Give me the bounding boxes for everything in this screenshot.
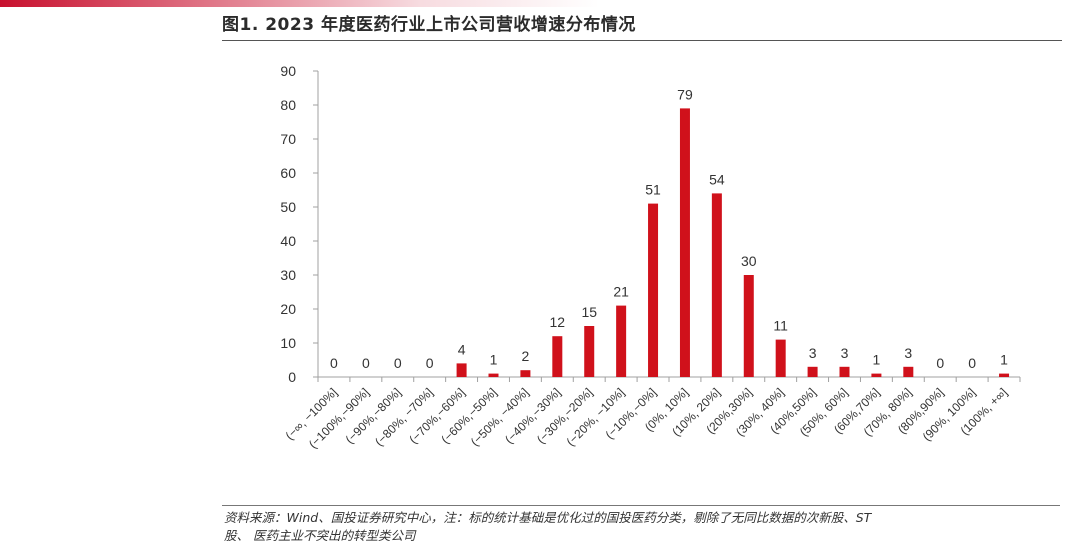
figure-title: 图1. 2023 年度医药行业上市公司营收增速分布情况 [222,15,636,35]
bar [807,366,818,377]
top-accent-bar [0,0,600,7]
data-label: 4 [458,341,466,357]
source-note-line-2: 股、 医药主业不突出的转型类公司 [224,528,416,543]
bar [552,336,563,377]
data-label: 51 [645,182,661,198]
data-label: 2 [522,348,530,364]
data-label: 3 [904,345,912,361]
y-axis: 0 10 20 30 40 50 60 70 80 90 [280,63,319,385]
bar [775,339,786,377]
y-tick-labels: 0 10 20 30 40 50 60 70 80 90 [280,63,318,385]
bar [679,108,690,378]
data-label: 1 [873,352,881,368]
y-tick-label: 90 [280,63,296,79]
data-label: 54 [709,171,725,187]
source-note: 资料来源：Wind、国投证券研究中心，注：标的统计基础是优化过的国投医药分类，剔… [224,509,1060,545]
y-tick-label: 40 [280,233,296,249]
bar [903,366,914,377]
bars [456,108,1010,378]
bar [743,275,754,377]
y-tick-label: 10 [280,335,296,351]
bar [999,373,1010,377]
y-tick-label: 20 [280,301,296,317]
x-axis: (−∞, −100%](−100%,−90%](−90%,−80%](−80%,… [283,376,1021,451]
y-tick-label: 50 [280,199,296,215]
bar [488,373,499,377]
bar [616,305,627,377]
data-label: 0 [362,355,370,371]
data-label: 21 [613,284,629,300]
data-label: 1 [490,352,498,368]
bar [839,366,850,377]
footer-divider [222,505,1060,506]
title-divider [222,40,1062,41]
data-label: 3 [809,345,817,361]
data-label: 79 [677,86,693,102]
bar [584,326,595,377]
y-tick-label: 60 [280,165,296,181]
x-tick-marks [317,377,1021,382]
data-label: 3 [841,345,849,361]
y-tick-label: 0 [288,369,296,385]
source-note-line-1: 资料来源：Wind、国投证券研究中心，注：标的统计基础是优化过的国投医药分类，剔… [224,510,872,525]
data-label: 0 [394,355,402,371]
data-label: 12 [550,314,566,330]
data-label: 0 [936,355,944,371]
data-label: 30 [741,253,757,269]
data-label: 0 [426,355,434,371]
data-label: 1 [1000,352,1008,368]
y-tick-label: 30 [280,267,296,283]
bar [456,363,467,377]
x-tick-labels: (−∞, −100%](−100%,−90%](−90%,−80%](−80%,… [283,385,1011,451]
y-tick-label: 80 [280,97,296,113]
data-label: 15 [581,304,597,320]
data-label: 11 [773,318,788,334]
data-label: 0 [330,355,338,371]
bar [520,370,531,377]
data-label: 0 [968,355,976,371]
bar [871,373,882,377]
bar [711,193,722,377]
y-tick-label: 70 [280,131,296,147]
bar [648,203,659,377]
